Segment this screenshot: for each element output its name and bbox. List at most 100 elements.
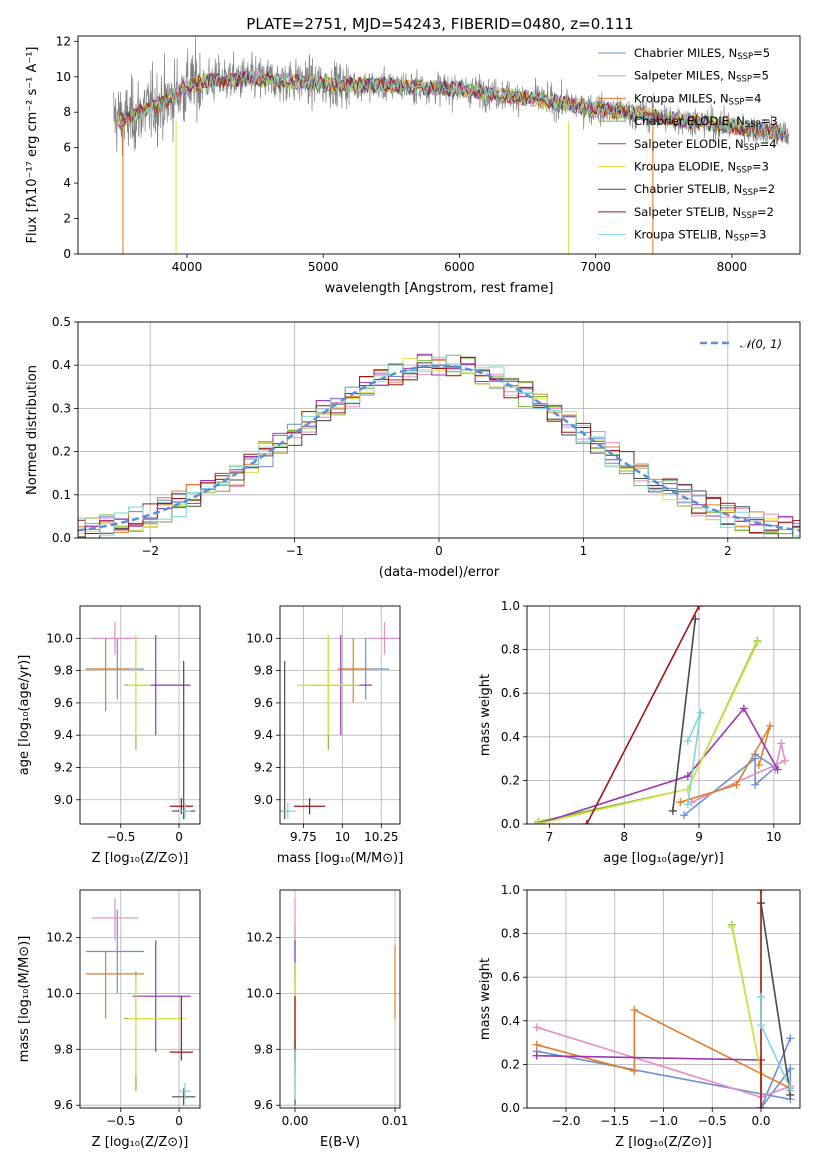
legend-entry-label: Salpeter STELIB, NSSP=2 (634, 205, 774, 221)
y-tick-label: 6 (63, 141, 71, 155)
y-tick-label: 0.0 (52, 531, 71, 545)
weight-point-marker (683, 737, 692, 746)
mass-vs-ebv-chart: 0.00 0.01 9.6 9.8 10.0 10.2 E(B-V) (246, 889, 408, 1150)
errorbar-point (297, 635, 360, 736)
weight-point-marker (786, 1084, 795, 1093)
errorbar-point (91, 622, 139, 655)
x-axis-label: Z [log₁₀(Z/Z⊙)] (92, 851, 189, 866)
weight-series-line (731, 926, 762, 1108)
weight-series-line (672, 619, 697, 811)
errorbar-point (85, 638, 129, 711)
plot-area (534, 606, 790, 824)
weight-point-marker (781, 756, 790, 765)
weight-point-marker (532, 1023, 541, 1032)
errorbar-point (169, 798, 194, 815)
y-tick-label: 9.4 (54, 728, 73, 742)
legend-label-main: Salpeter STELIB, N (634, 205, 741, 219)
legend-label-main: Kroupa STELIB, N (634, 228, 734, 242)
weight-point-marker (630, 1066, 639, 1075)
errorbar-point (124, 971, 183, 1092)
x-tick-label: 6000 (444, 260, 475, 274)
x-axis-label: Z [log₁₀(Z/Z⊙)] (615, 1135, 712, 1150)
x-axis-label: E(B-V) (320, 1135, 360, 1150)
y-tick-label: 10.0 (246, 631, 273, 645)
legend-label-suffix: =4 (744, 91, 761, 105)
plot-area (113, 36, 790, 254)
axes-frame (79, 605, 201, 825)
weight-point-marker (732, 780, 741, 789)
legend-label-sub: SSP (741, 211, 757, 221)
x-tick-label: 9.75 (290, 830, 317, 844)
x-tick-label: 0 (435, 544, 443, 558)
legend-label-main: Chabrier STELIB, N (634, 182, 742, 196)
legend-entry-label: Chabrier MILES, NSSP=5 (634, 46, 770, 62)
weight-point-marker (777, 739, 786, 748)
x-tick-label: 7 (546, 830, 554, 844)
axes-frame (79, 889, 201, 1109)
y-axis-label: mass weight (478, 958, 493, 1040)
legend-label-main: Kroupa ELODIE, N (634, 160, 736, 174)
legend-label-main: Kroupa MILES, N (634, 91, 729, 105)
legend-label-main: Chabrier MILES, N (634, 46, 737, 60)
weight-point-marker (773, 765, 782, 774)
axes-frame (77, 321, 801, 539)
y-tick-label: 0.0 (501, 1101, 520, 1115)
y-tick-label: 2 (63, 212, 71, 226)
legend-label-sub: SSP (736, 166, 752, 176)
y-axis-label: mass [log₁₀(M/M⊙)] (17, 936, 32, 1063)
y-tick-label: 9.2 (54, 760, 73, 774)
weight-point-marker (683, 772, 692, 781)
y-tick-label: 9.2 (254, 760, 273, 774)
weight-point-marker (696, 708, 705, 717)
y-tick-label: 9.6 (54, 696, 73, 710)
weight-point-marker (766, 721, 775, 730)
y-tick-label: 8 (63, 105, 71, 119)
legend-label-sub: SSP (742, 188, 758, 198)
x-tick-label: 5000 (308, 260, 339, 274)
model-fit-line (120, 70, 786, 142)
errorbar-point (124, 635, 156, 750)
legend-entry-label: Chabrier ELODIE, NSSP=3 (634, 114, 778, 130)
x-tick-label: 4000 (172, 260, 203, 274)
legend-entry-label: Kroupa STELIB, NSSP=3 (634, 228, 766, 244)
x-tick-label: −0.5 (698, 1114, 727, 1128)
x-axis-label: wavelength [Angstrom, rest frame] (325, 281, 554, 296)
x-tick-label: 2 (724, 544, 732, 558)
axes-frame (526, 605, 801, 825)
weight-series-line (538, 642, 759, 824)
errorbar-point (337, 638, 369, 703)
legend-label-sub: SSP (729, 97, 745, 107)
y-axis-label: age [log₁₀(age/yr)] (17, 655, 32, 776)
weight-point-marker (676, 798, 685, 807)
x-tick-label: 1 (580, 544, 588, 558)
mass-vs-metallicity-chart: −0.5 0 9.6 9.8 10.0 10.2 Z [log₁₀(Z/Z⊙)] mass [… (17, 889, 201, 1150)
errorbar-point (127, 976, 187, 1075)
plot-area (532, 890, 795, 1108)
y-tick-label: 0 (63, 247, 71, 261)
legend-label-suffix: =4 (760, 137, 777, 151)
y-tick-label: 9.6 (254, 1098, 273, 1112)
histogram-step (78, 356, 800, 538)
x-tick-label: −2 (141, 544, 159, 558)
weight-point-marker (786, 1034, 795, 1043)
weight-point-marker (757, 1021, 765, 1030)
legend-label-suffix: =3 (752, 160, 769, 174)
legend-entry-label: Kroupa MILES, NSSP=4 (634, 91, 761, 107)
weight-point-marker (532, 1051, 541, 1060)
histogram-step (78, 353, 800, 538)
y-axis-label: mass weight (478, 674, 493, 756)
y-tick-label: 9.6 (254, 696, 273, 710)
plot-area (294, 898, 396, 1106)
legend-label-sub: SSP (744, 143, 760, 153)
errorbar-point (179, 1082, 191, 1100)
y-tick-label: 0.1 (52, 488, 71, 502)
legend-label-main: Salpeter ELODIE, N (634, 137, 744, 151)
legend-entry-label: Chabrier STELIB, NSSP=2 (634, 182, 775, 198)
y-tick-label: 0.8 (501, 643, 520, 657)
gaussian-curve (78, 364, 800, 532)
y-tick-label: 9.0 (254, 793, 273, 807)
errorbar-point (127, 635, 152, 737)
